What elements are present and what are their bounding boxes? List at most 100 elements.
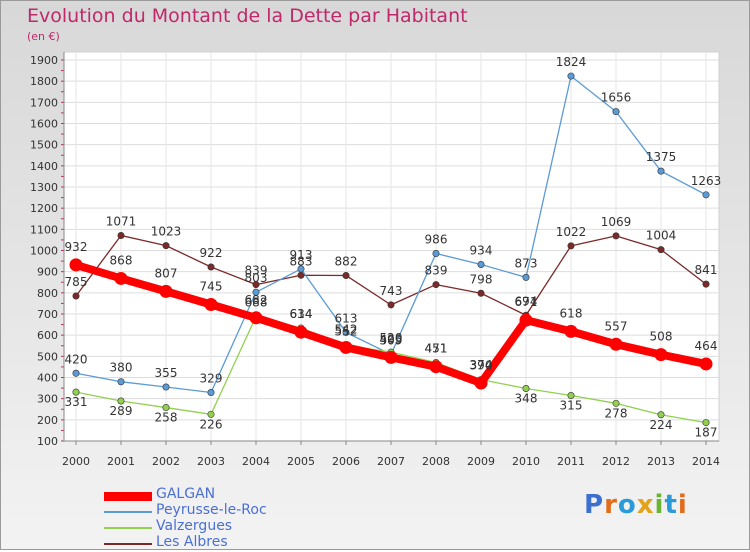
x-tick-label: 2005	[287, 455, 315, 468]
data-point	[69, 258, 83, 272]
logo-letter: x	[636, 490, 655, 520]
data-point	[339, 340, 353, 354]
data-point	[477, 260, 485, 268]
data-point	[342, 328, 350, 336]
data-label: 542	[335, 322, 358, 336]
data-point	[294, 325, 308, 339]
data-label: 839	[245, 264, 268, 278]
data-label: 390	[470, 359, 493, 373]
y-tick-label: 1000	[30, 245, 58, 258]
data-point	[657, 167, 665, 175]
data-point	[162, 383, 170, 391]
data-point	[117, 397, 125, 405]
y-tick-label: 800	[37, 287, 58, 300]
data-label: 932	[65, 240, 88, 254]
x-tick-label: 2006	[332, 455, 360, 468]
data-label: 226	[200, 417, 223, 431]
legend-swatch	[104, 511, 152, 513]
proxiti-logo: Proxiti	[584, 490, 688, 520]
data-label: 913	[290, 248, 313, 262]
x-tick-label: 2001	[107, 455, 135, 468]
data-label: 1824	[556, 55, 587, 69]
data-label: 1022	[556, 225, 587, 239]
chart-title: Evolution du Montant de la Dette par Hab…	[27, 5, 468, 27]
data-point	[207, 410, 215, 418]
data-label: 380	[110, 361, 133, 375]
logo-letter: t	[664, 490, 678, 520]
x-tick-label: 2003	[197, 455, 225, 468]
data-point	[612, 399, 620, 407]
x-tick-label: 2013	[647, 455, 675, 468]
data-label: 451	[425, 342, 448, 356]
legend-swatch	[104, 492, 152, 501]
data-point	[609, 337, 623, 351]
data-point	[117, 231, 125, 239]
data-point	[384, 350, 398, 364]
y-tick-label: 500	[37, 350, 58, 363]
data-point	[114, 271, 128, 285]
data-label: 420	[65, 352, 88, 366]
data-point	[702, 419, 710, 427]
data-label: 634	[290, 307, 313, 321]
y-tick-label: 400	[37, 372, 58, 385]
data-label: 495	[380, 332, 403, 346]
data-point	[429, 360, 443, 374]
data-label: 614	[290, 307, 313, 321]
data-label: 745	[200, 279, 223, 293]
data-label: 873	[515, 256, 538, 270]
data-label: 557	[605, 319, 628, 333]
data-label: 224	[650, 418, 673, 432]
data-point	[657, 411, 665, 419]
data-label: 509	[380, 333, 403, 347]
x-tick-label: 2010	[512, 455, 540, 468]
legend-label: Les Albres	[156, 534, 228, 550]
data-label: 688	[245, 296, 268, 310]
data-label: 798	[470, 272, 493, 286]
data-point	[477, 289, 485, 297]
data-label: 868	[110, 253, 133, 267]
data-label: 882	[335, 254, 358, 268]
x-tick-label: 2007	[377, 455, 405, 468]
y-tick-label: 1100	[30, 223, 58, 236]
data-point	[474, 376, 488, 390]
data-label: 331	[65, 395, 88, 409]
data-point	[522, 385, 530, 393]
data-point	[702, 191, 710, 199]
x-tick-label: 2009	[467, 455, 495, 468]
data-label: 1023	[151, 225, 182, 239]
logo-letter: i	[677, 490, 688, 520]
legend-label: Peyrusse-le-Roc	[156, 502, 267, 518]
data-label: 1263	[691, 174, 722, 188]
data-point	[522, 273, 530, 281]
data-label: 258	[155, 411, 178, 425]
chart-subtitle: (en €)	[27, 30, 60, 43]
data-label: 508	[650, 330, 673, 344]
data-label: 986	[425, 232, 448, 246]
data-label: 552	[335, 324, 358, 338]
y-tick-label: 900	[37, 266, 58, 279]
data-point	[432, 281, 440, 289]
data-label: 841	[695, 263, 718, 277]
data-point	[564, 324, 578, 338]
data-point	[657, 246, 665, 254]
data-label: 520	[380, 331, 403, 345]
data-label: 464	[695, 339, 718, 353]
data-point	[162, 404, 170, 412]
y-tick-label: 1600	[30, 118, 58, 131]
data-label: 1375	[646, 150, 677, 164]
legend-label: Valzergues	[156, 518, 233, 534]
y-tick-label: 1700	[30, 96, 58, 109]
y-tick-label: 1400	[30, 160, 58, 173]
legend-swatch	[104, 527, 152, 529]
data-label: 743	[380, 284, 403, 298]
data-label: 694	[515, 294, 538, 308]
data-point	[519, 313, 533, 327]
data-label: 471	[425, 341, 448, 355]
data-label: 807	[155, 266, 178, 280]
data-label: 289	[110, 404, 133, 418]
data-point	[72, 292, 80, 300]
data-label: 883	[290, 254, 313, 268]
data-point	[702, 280, 710, 288]
